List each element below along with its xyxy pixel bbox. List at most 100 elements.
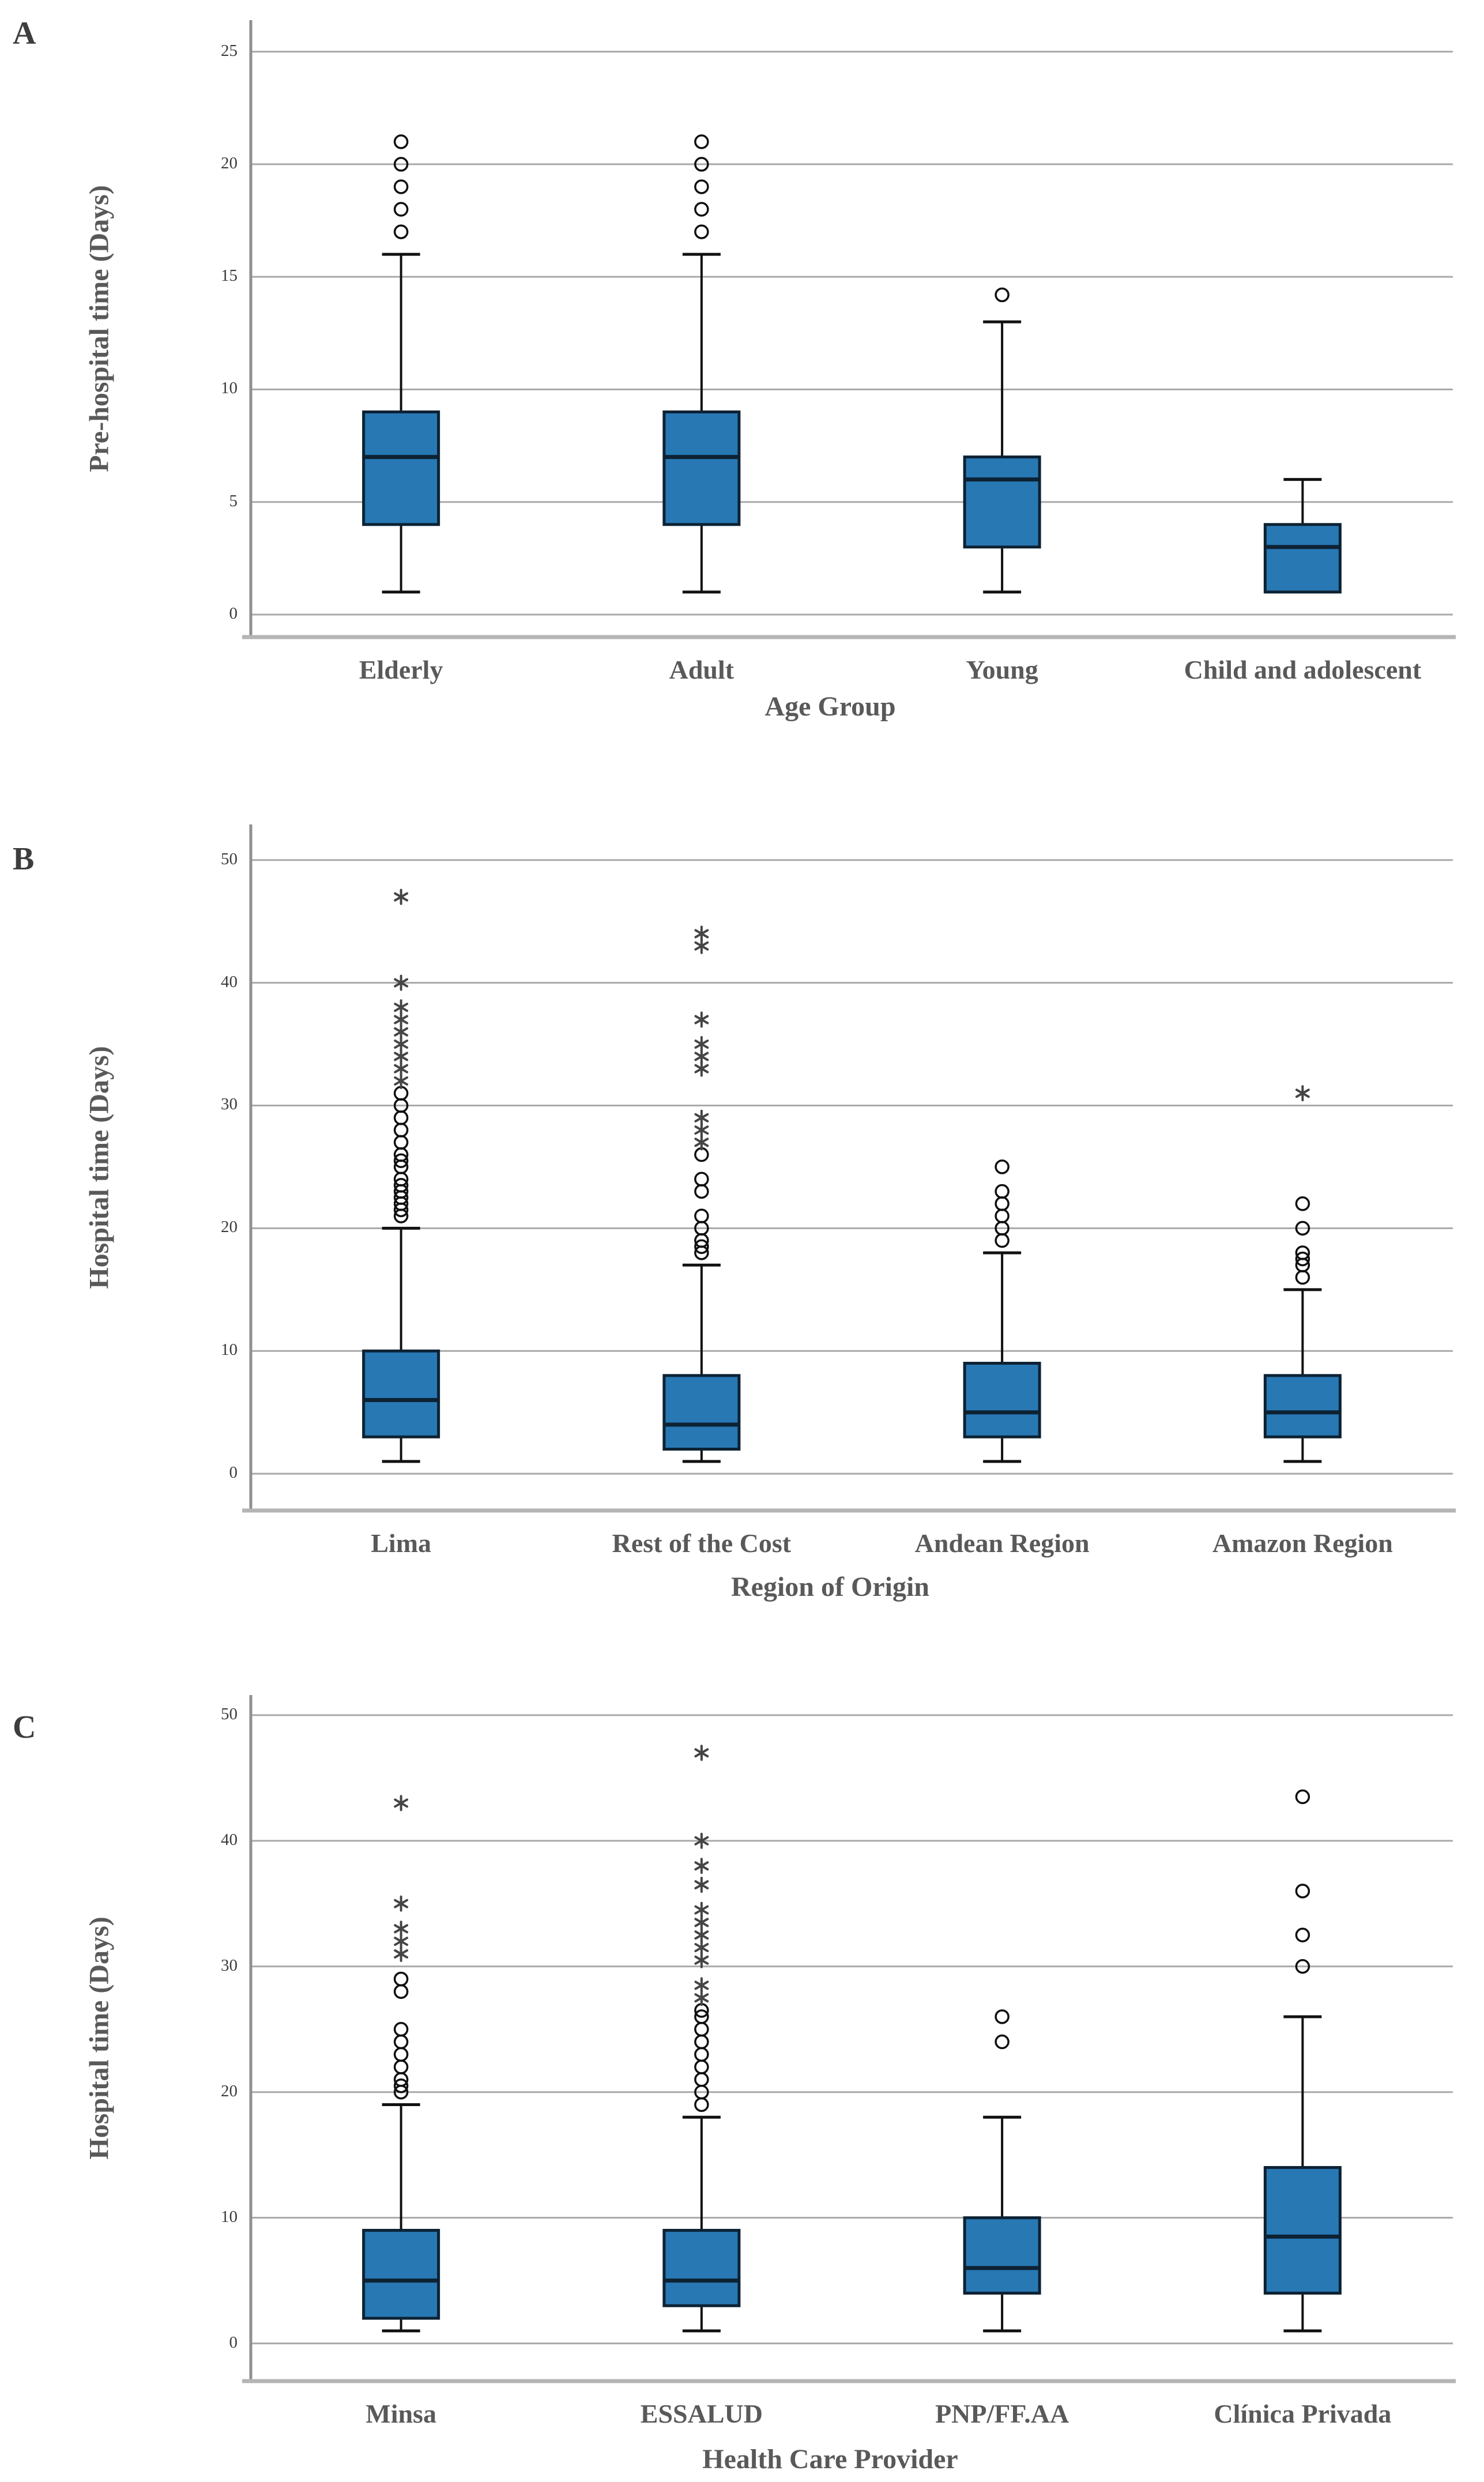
iqr-box	[963, 2216, 1041, 2295]
outlier-star	[394, 888, 409, 905]
outlier-circle	[393, 2047, 409, 2062]
y-tick-label: 20	[221, 1218, 238, 1237]
y-tick-label: 5	[229, 491, 238, 510]
iqr-box	[1263, 523, 1342, 594]
iqr-box	[662, 2228, 741, 2307]
boxplot-andean-region	[963, 1159, 1041, 1463]
outlier-star	[694, 1877, 709, 1893]
outlier-circle	[393, 2078, 409, 2093]
outlier-circle	[1295, 1959, 1310, 1974]
outlier-circle	[1295, 1789, 1310, 1805]
outlier-circle	[694, 224, 709, 239]
outlier-star	[1295, 1085, 1310, 1102]
outlier-star	[694, 925, 709, 942]
category-label: Amazon Region	[1212, 1528, 1393, 1558]
outlier-circle	[694, 2034, 709, 2050]
y-tick-label: 40	[221, 1830, 238, 1849]
panel-label-c: C	[13, 1709, 36, 1745]
outlier-star	[694, 1036, 709, 1053]
outlier-circle	[694, 179, 709, 194]
outlier-circle	[995, 1208, 1010, 1223]
outlier-circle	[1295, 1245, 1310, 1260]
outlier-circle	[995, 1196, 1010, 1211]
outlier-star	[394, 1895, 409, 1912]
outlier-circle	[694, 1239, 709, 1255]
outlier-circle	[694, 2097, 709, 2112]
outlier-circle	[393, 2034, 409, 2050]
outlier-circle	[1295, 1884, 1310, 1899]
outlier-circle	[393, 2021, 409, 2037]
iqr-box	[963, 455, 1041, 549]
category-label: ESSALUD	[640, 2399, 763, 2428]
boxplot-young	[963, 287, 1041, 594]
outlier-circle	[393, 1123, 409, 1138]
y-axis-title-panel-b: Hospital time (Days)	[84, 1046, 115, 1289]
iqr-box	[1263, 2165, 1342, 2295]
outlier-circle	[393, 179, 409, 194]
outlier-circle	[694, 1172, 709, 1187]
category-label: Adult	[669, 655, 735, 684]
outlier-circle	[694, 1208, 709, 1223]
boxplot-pnp-ff-aa	[963, 2009, 1041, 2333]
outlier-star	[694, 1901, 709, 1918]
y-tick-label: 15	[221, 266, 238, 285]
outlier-circle	[393, 1984, 409, 1999]
y-tick-label: 10	[221, 379, 238, 398]
y-tick-label: 25	[221, 41, 238, 60]
boxplot-minsa	[362, 1795, 440, 2333]
y-tick-label: 30	[221, 1956, 238, 1975]
y-tick-label: 40	[221, 972, 238, 991]
outlier-star	[694, 1977, 709, 1994]
outlier-circle	[1295, 1251, 1310, 1267]
y-axis-title-panel-a: Pre-hospital time (Days)	[84, 185, 115, 472]
outlier-star	[694, 1858, 709, 1874]
outlier-circle	[694, 2047, 709, 2062]
outlier-star	[694, 1745, 709, 1761]
iqr-box	[362, 410, 440, 526]
outlier-circle	[694, 2009, 709, 2024]
y-tick-label: 10	[221, 1340, 238, 1359]
outlier-circle	[694, 202, 709, 217]
outlier-star	[694, 1011, 709, 1028]
outlier-circle	[1295, 1270, 1310, 1285]
outlier-circle	[995, 1159, 1010, 1174]
outlier-star	[394, 1920, 409, 1937]
iqr-box	[362, 1349, 440, 1438]
x-axis-title-panel-a: Age Group	[764, 691, 896, 722]
outlier-star	[694, 1109, 709, 1126]
outlier-circle	[393, 1110, 409, 1125]
iqr-box	[362, 2228, 440, 2320]
outlier-circle	[393, 1178, 409, 1193]
category-label: Clínica Privada	[1214, 2399, 1392, 2428]
outlier-circle	[995, 2034, 1010, 2050]
outlier-circle	[1295, 1196, 1310, 1211]
outlier-star	[394, 974, 409, 991]
outlier-circle	[393, 157, 409, 172]
y-tick-label: 50	[221, 849, 238, 868]
category-label: Rest of the Cost	[612, 1528, 792, 1558]
y-tick-label: 20	[221, 2081, 238, 2100]
outlier-circle	[393, 224, 409, 239]
x-axis-title-panel-b: Region of Origin	[731, 1572, 929, 1602]
outlier-circle	[694, 157, 709, 172]
y-tick-label: 0	[229, 604, 238, 623]
category-label: Minsa	[366, 2399, 436, 2428]
boxplot-lima	[362, 888, 440, 1463]
boxplot-rest-of-the-cost	[662, 925, 741, 1463]
outlier-circle	[995, 1233, 1010, 1248]
iqr-box	[662, 1374, 741, 1451]
outlier-star	[694, 1832, 709, 1849]
boxplot-child-and-adolescent	[1263, 478, 1342, 594]
category-label: Elderly	[359, 655, 443, 684]
category-label: Child and adolescent	[1184, 655, 1422, 684]
outlier-star	[394, 1795, 409, 1811]
iqr-box	[1263, 1374, 1342, 1438]
category-label: Young	[966, 655, 1038, 684]
outlier-circle	[393, 1971, 409, 1987]
outlier-circle	[995, 287, 1010, 303]
outlier-circle	[694, 134, 709, 149]
outlier-circle	[694, 2072, 709, 2087]
outlier-circle	[1295, 1927, 1310, 1943]
panel-label-a: A	[13, 16, 36, 51]
